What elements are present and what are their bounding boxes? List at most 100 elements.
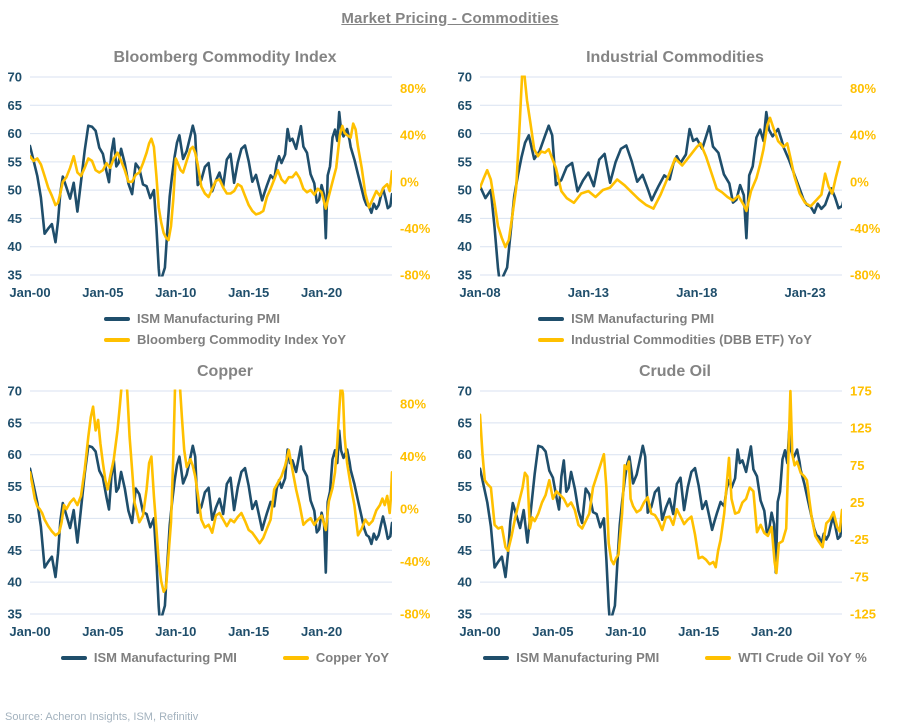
svg-text:60: 60 <box>8 126 22 141</box>
svg-text:0%: 0% <box>400 174 419 189</box>
svg-text:50: 50 <box>458 183 472 198</box>
svg-text:75: 75 <box>850 458 864 473</box>
commodity-line-swatch <box>104 337 130 342</box>
svg-text:Jan-15: Jan-15 <box>228 285 269 300</box>
svg-text:Jan-05: Jan-05 <box>82 285 123 300</box>
chart-legend: ISM Manufacturing PMI Industrial Commodi… <box>538 311 812 347</box>
svg-text:Jan-15: Jan-15 <box>228 624 269 639</box>
commodity-line-swatch <box>538 337 565 342</box>
commodity-line-swatch <box>282 655 309 660</box>
charts-grid: Bloomberg Commodity Index 35 40 45 50 55 60 65… <box>0 27 900 665</box>
svg-text:65: 65 <box>458 415 472 430</box>
chart-title: Industrial Commodities <box>586 49 764 66</box>
svg-text:40%: 40% <box>400 128 426 143</box>
svg-text:0%: 0% <box>850 174 869 189</box>
legend-item-ism-pmi: ISM Manufacturing PMI <box>104 311 280 326</box>
legend-label: Industrial Commodities (DBB ETF) YoY <box>571 332 812 347</box>
svg-text:45: 45 <box>8 543 22 558</box>
legend-item-ism-pmi: ISM Manufacturing PMI <box>483 650 659 665</box>
svg-text:-75: -75 <box>850 569 869 584</box>
chart-title: Crude Oil <box>638 363 711 380</box>
legend-item-ism-pmi: ISM Manufacturing PMI <box>60 650 237 665</box>
svg-text:Jan-00: Jan-00 <box>9 285 50 300</box>
svg-text:65: 65 <box>8 415 22 430</box>
svg-text:Jan-00: Jan-00 <box>9 624 50 639</box>
svg-text:45: 45 <box>458 211 472 226</box>
svg-text:-40%: -40% <box>400 221 431 236</box>
legend-label: ISM Manufacturing PMI <box>516 650 660 665</box>
svg-text:60: 60 <box>458 447 472 462</box>
svg-text:Jan-20: Jan-20 <box>301 285 342 300</box>
svg-text:-25: -25 <box>850 532 869 547</box>
line-chart-industrial-commodities: 35 40 45 50 55 60 65 70 80% 40% 0% -40% -80% Jan-08 Ja… <box>458 71 881 300</box>
svg-text:Jan-10: Jan-10 <box>605 624 646 639</box>
line-chart-bloomberg-commodity-index: 35 40 45 50 55 60 65 70 80% 40% 0% -40% -80% Jan-00 Ja… <box>8 71 431 300</box>
svg-text:-125: -125 <box>850 607 876 622</box>
source-note: Source: Acheron Insights, ISM, Refinitiv <box>5 711 199 723</box>
legend-label: ISM Manufacturing PMI <box>93 650 237 665</box>
svg-text:65: 65 <box>458 98 472 113</box>
svg-text:Jan-05: Jan-05 <box>82 624 123 639</box>
svg-text:70: 70 <box>8 71 22 85</box>
svg-text:80%: 80% <box>400 397 426 412</box>
legend-label: Copper YoY <box>315 650 390 665</box>
svg-text:Jan-18: Jan-18 <box>676 285 717 300</box>
panel-crude-oil: Crude Oil 35 40 45 50 55 60 65 70 175 125 75 25 -25 -… <box>450 347 900 665</box>
panel-copper: Copper 35 40 45 50 55 60 65 70 80% 40% 0% -40% -80% J… <box>0 347 450 665</box>
svg-text:40: 40 <box>458 239 472 254</box>
page-title: Market Pricing - Commodities <box>341 10 559 27</box>
svg-text:70: 70 <box>458 71 472 85</box>
svg-text:60: 60 <box>8 447 22 462</box>
svg-text:175: 175 <box>850 385 872 399</box>
svg-text:50: 50 <box>458 511 472 526</box>
svg-text:65: 65 <box>8 98 22 113</box>
svg-text:Jan-15: Jan-15 <box>678 624 719 639</box>
legend-item-ism-pmi: ISM Manufacturing PMI <box>538 311 714 326</box>
legend-label: Bloomberg Commodity Index YoY <box>137 332 346 347</box>
svg-text:Jan-08: Jan-08 <box>459 285 500 300</box>
svg-text:-40%: -40% <box>850 221 881 236</box>
chart-title: Bloomberg Commodity Index <box>113 49 337 66</box>
svg-text:-80%: -80% <box>850 268 881 283</box>
legend-label: WTI Crude Oil YoY % <box>738 650 867 665</box>
svg-text:35: 35 <box>8 607 22 622</box>
legend-label: ISM Manufacturing PMI <box>137 311 280 326</box>
svg-text:55: 55 <box>458 154 472 169</box>
chart-legend: ISM Manufacturing PMI WTI Crude Oil YoY … <box>450 650 900 665</box>
pmi-line-swatch <box>483 655 510 660</box>
svg-text:-80%: -80% <box>400 268 431 283</box>
svg-text:Jan-20: Jan-20 <box>751 624 792 639</box>
svg-text:Jan-20: Jan-20 <box>301 624 342 639</box>
svg-text:40: 40 <box>8 239 22 254</box>
svg-text:Jan-23: Jan-23 <box>784 285 825 300</box>
svg-text:Jan-00: Jan-00 <box>459 624 500 639</box>
svg-text:Jan-10: Jan-10 <box>155 285 196 300</box>
svg-text:50: 50 <box>8 183 22 198</box>
chart-legend: ISM Manufacturing PMI Bloomberg Commodit… <box>104 311 346 347</box>
svg-text:Jan-05: Jan-05 <box>532 624 573 639</box>
svg-text:-40%: -40% <box>400 554 431 569</box>
svg-text:Jan-13: Jan-13 <box>568 285 609 300</box>
svg-text:40: 40 <box>458 575 472 590</box>
svg-text:50: 50 <box>8 511 22 526</box>
svg-text:25: 25 <box>850 495 864 510</box>
legend-item-wti-yoy: WTI Crude Oil YoY % <box>705 650 867 665</box>
svg-text:80%: 80% <box>400 81 426 96</box>
panel-bloomberg-commodity-index: Bloomberg Commodity Index 35 40 45 50 55 60 65… <box>0 27 450 347</box>
legend-item-bloomberg-yoy: Bloomberg Commodity Index YoY <box>104 332 346 347</box>
pmi-line-swatch <box>60 655 87 660</box>
pmi-line-swatch <box>538 316 565 321</box>
svg-text:55: 55 <box>8 479 22 494</box>
market-pricing-commodities-page: { "page_title": "Market Pricing - Commod… <box>0 10 900 726</box>
svg-text:40: 40 <box>8 575 22 590</box>
svg-text:35: 35 <box>458 607 472 622</box>
line-chart-crude-oil: 35 40 45 50 55 60 65 70 175 125 75 25 -25 -75 -125 Jan-… <box>458 385 877 639</box>
svg-text:80%: 80% <box>850 81 876 96</box>
legend-item-copper-yoy: Copper YoY <box>282 650 390 665</box>
legend-label: ISM Manufacturing PMI <box>571 311 715 326</box>
panel-industrial-commodities: Industrial Commodities 35 40 45 50 55 60 65 70 8… <box>450 27 900 347</box>
chart-title: Copper <box>197 363 253 380</box>
svg-text:35: 35 <box>8 268 22 283</box>
svg-text:40%: 40% <box>850 128 876 143</box>
svg-text:35: 35 <box>458 268 472 283</box>
